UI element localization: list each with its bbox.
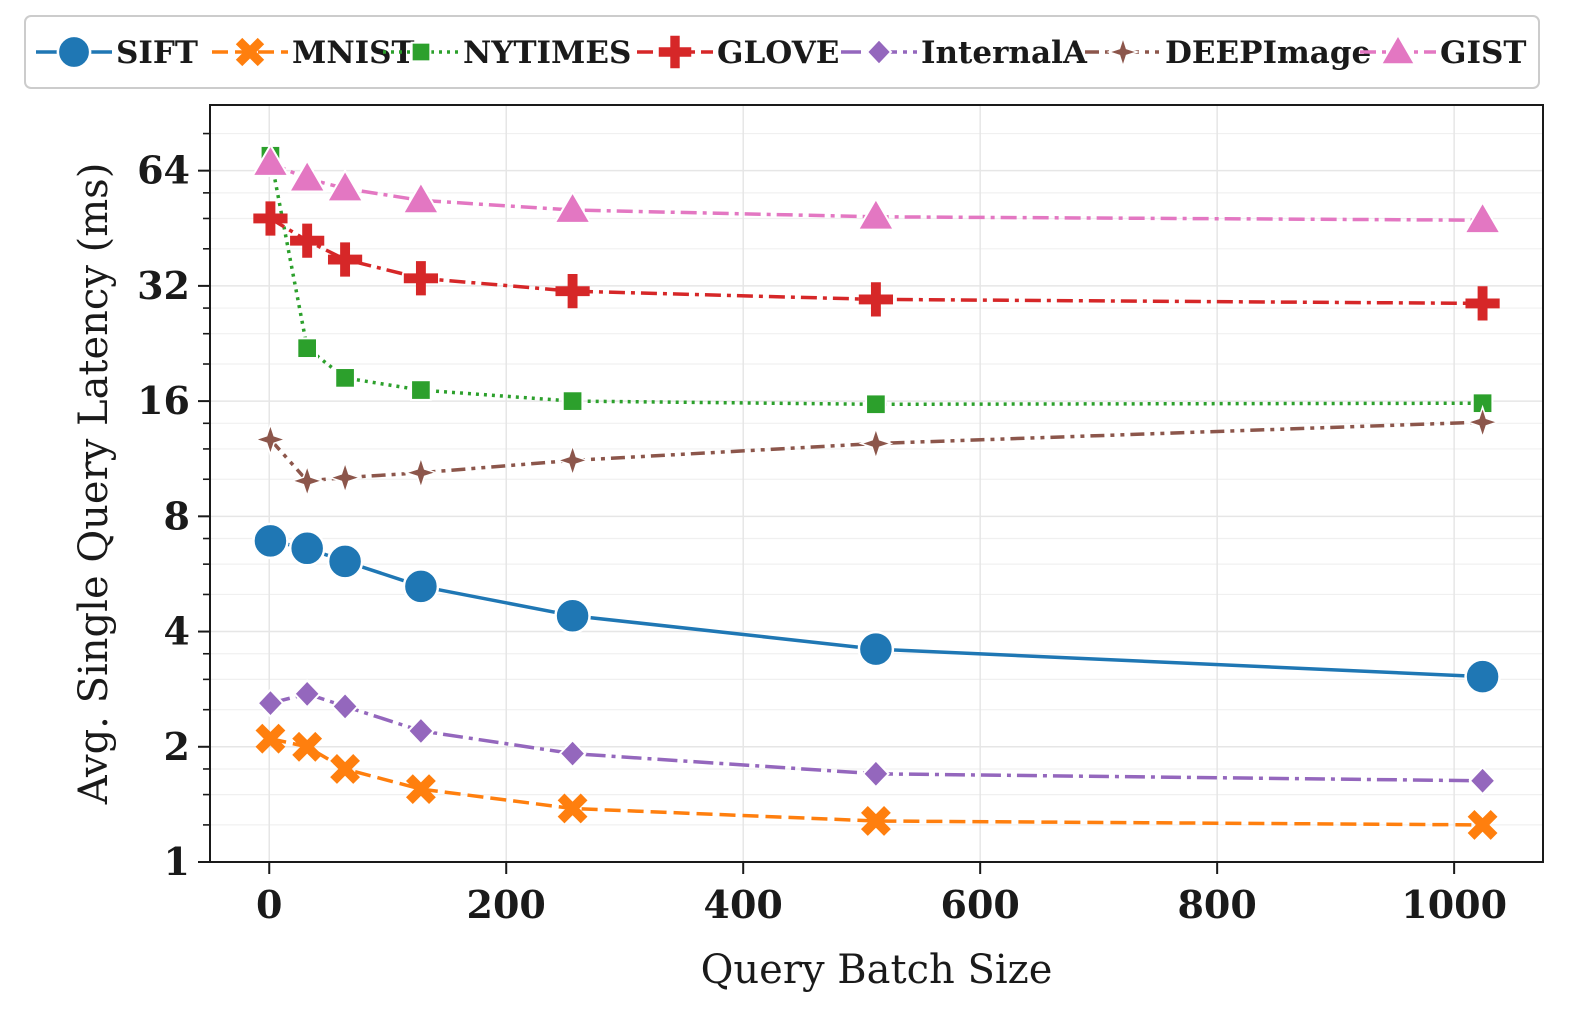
axes-layer: 1 2 4 8 16 32 64 0 200 400 600 800 1000 bbox=[137, 132, 1507, 927]
series-glove bbox=[253, 201, 1500, 321]
legend-marker-deepimage bbox=[1106, 35, 1140, 69]
series-layer bbox=[250, 143, 1503, 840]
data-point-deepimage bbox=[327, 460, 363, 496]
data-point-glove bbox=[403, 261, 439, 296]
data-point-internala bbox=[331, 691, 360, 722]
data-point-mnist bbox=[255, 723, 286, 754]
data-point-mnist bbox=[1467, 809, 1498, 840]
data-point-deepimage bbox=[858, 426, 894, 461]
legend: SIFT MNIST NYTIMES GLOVE InternalA DEEPImage G… bbox=[24, 15, 1540, 89]
data-point-deepimage bbox=[403, 455, 439, 491]
data-point-internala bbox=[406, 716, 435, 746]
data-point-glove bbox=[327, 242, 363, 277]
data-point-deepimage bbox=[252, 422, 288, 457]
data-point-internala bbox=[1468, 766, 1497, 796]
data-point-sift bbox=[1464, 658, 1501, 695]
series-sift bbox=[252, 522, 1501, 695]
data-point-deepimage bbox=[555, 442, 591, 478]
legend-label-sift: SIFT bbox=[116, 35, 198, 71]
data-point-mnist bbox=[405, 774, 436, 805]
data-point-nytimes bbox=[334, 367, 356, 389]
legend-label-gist: GIST bbox=[1440, 35, 1526, 71]
legend-marker-mnist bbox=[235, 37, 265, 67]
data-point-gist bbox=[1462, 200, 1503, 235]
y-tick-label: 8 bbox=[164, 493, 190, 538]
data-point-nytimes bbox=[410, 379, 432, 401]
data-point-nytimes bbox=[561, 390, 584, 412]
legend-marker-internala bbox=[865, 37, 893, 67]
x-tick-label: 800 bbox=[1177, 882, 1256, 927]
legend-label-internala: InternalA bbox=[921, 35, 1088, 71]
y-tick-label: 1 bbox=[164, 839, 190, 884]
data-point-glove bbox=[1465, 286, 1500, 321]
data-point-glove bbox=[290, 223, 325, 258]
legend-marker-glove bbox=[658, 35, 692, 69]
data-point-deepimage bbox=[289, 463, 325, 499]
series-mnist bbox=[255, 723, 1498, 840]
legend-frame bbox=[24, 15, 1540, 89]
series-gist bbox=[250, 143, 1503, 235]
data-point-sift bbox=[288, 530, 326, 567]
data-point-mnist bbox=[557, 793, 588, 824]
data-point-gist bbox=[552, 190, 593, 224]
data-point-mnist bbox=[292, 731, 323, 762]
data-point-mnist bbox=[330, 754, 360, 784]
x-tick-label: 600 bbox=[941, 882, 1020, 927]
data-point-glove bbox=[253, 201, 288, 236]
legend-label-mnist: MNIST bbox=[292, 35, 415, 71]
legend-label-glove: GLOVE bbox=[717, 35, 839, 71]
x-tick-label: 200 bbox=[467, 882, 546, 927]
data-point-internala bbox=[558, 738, 587, 769]
data-point-gist bbox=[401, 180, 441, 215]
data-point-sift bbox=[554, 597, 591, 634]
y-tick-label: 64 bbox=[137, 148, 190, 193]
x-tick-label: 400 bbox=[704, 882, 783, 927]
y-tick-label: 32 bbox=[137, 263, 190, 308]
series-internala bbox=[256, 679, 1497, 796]
data-point-sift bbox=[857, 630, 895, 668]
data-point-sift bbox=[326, 543, 364, 580]
series-deepimage bbox=[252, 404, 1501, 499]
data-point-internala bbox=[256, 688, 285, 718]
data-point-nytimes bbox=[296, 337, 319, 360]
x-tick-label: 0 bbox=[256, 882, 282, 927]
y-axis-title: Avg. Single Query Latency (ms) bbox=[71, 163, 117, 806]
y-tick-label: 4 bbox=[164, 609, 190, 654]
data-point-gist bbox=[856, 196, 896, 231]
series-nytimes bbox=[259, 144, 1494, 416]
data-point-glove bbox=[555, 274, 590, 309]
data-point-sift bbox=[402, 568, 440, 605]
data-point-mnist bbox=[860, 806, 891, 836]
plot-frame bbox=[209, 104, 1544, 863]
data-point-gist bbox=[250, 143, 291, 177]
legend-marker-sift bbox=[56, 34, 92, 70]
legend-label-deepimage: DEEPImage bbox=[1165, 35, 1371, 71]
x-tick-label: 1000 bbox=[1401, 882, 1507, 927]
data-point-internala bbox=[293, 679, 322, 709]
legend-label-nytimes: NYTIMES bbox=[463, 35, 631, 71]
data-point-gist bbox=[287, 158, 327, 193]
legend-marker-nytimes bbox=[410, 41, 432, 63]
data-point-gist bbox=[325, 168, 365, 203]
data-point-internala bbox=[861, 759, 890, 789]
legend-marker-gist bbox=[1379, 33, 1417, 66]
data-point-deepimage bbox=[1465, 404, 1501, 440]
data-point-nytimes bbox=[865, 393, 887, 416]
data-point-sift bbox=[252, 522, 289, 560]
y-tick-label: 16 bbox=[137, 378, 190, 423]
x-axis-title: Query Batch Size bbox=[701, 947, 1053, 993]
y-tick-label: 2 bbox=[164, 724, 190, 769]
data-point-glove bbox=[858, 282, 894, 317]
